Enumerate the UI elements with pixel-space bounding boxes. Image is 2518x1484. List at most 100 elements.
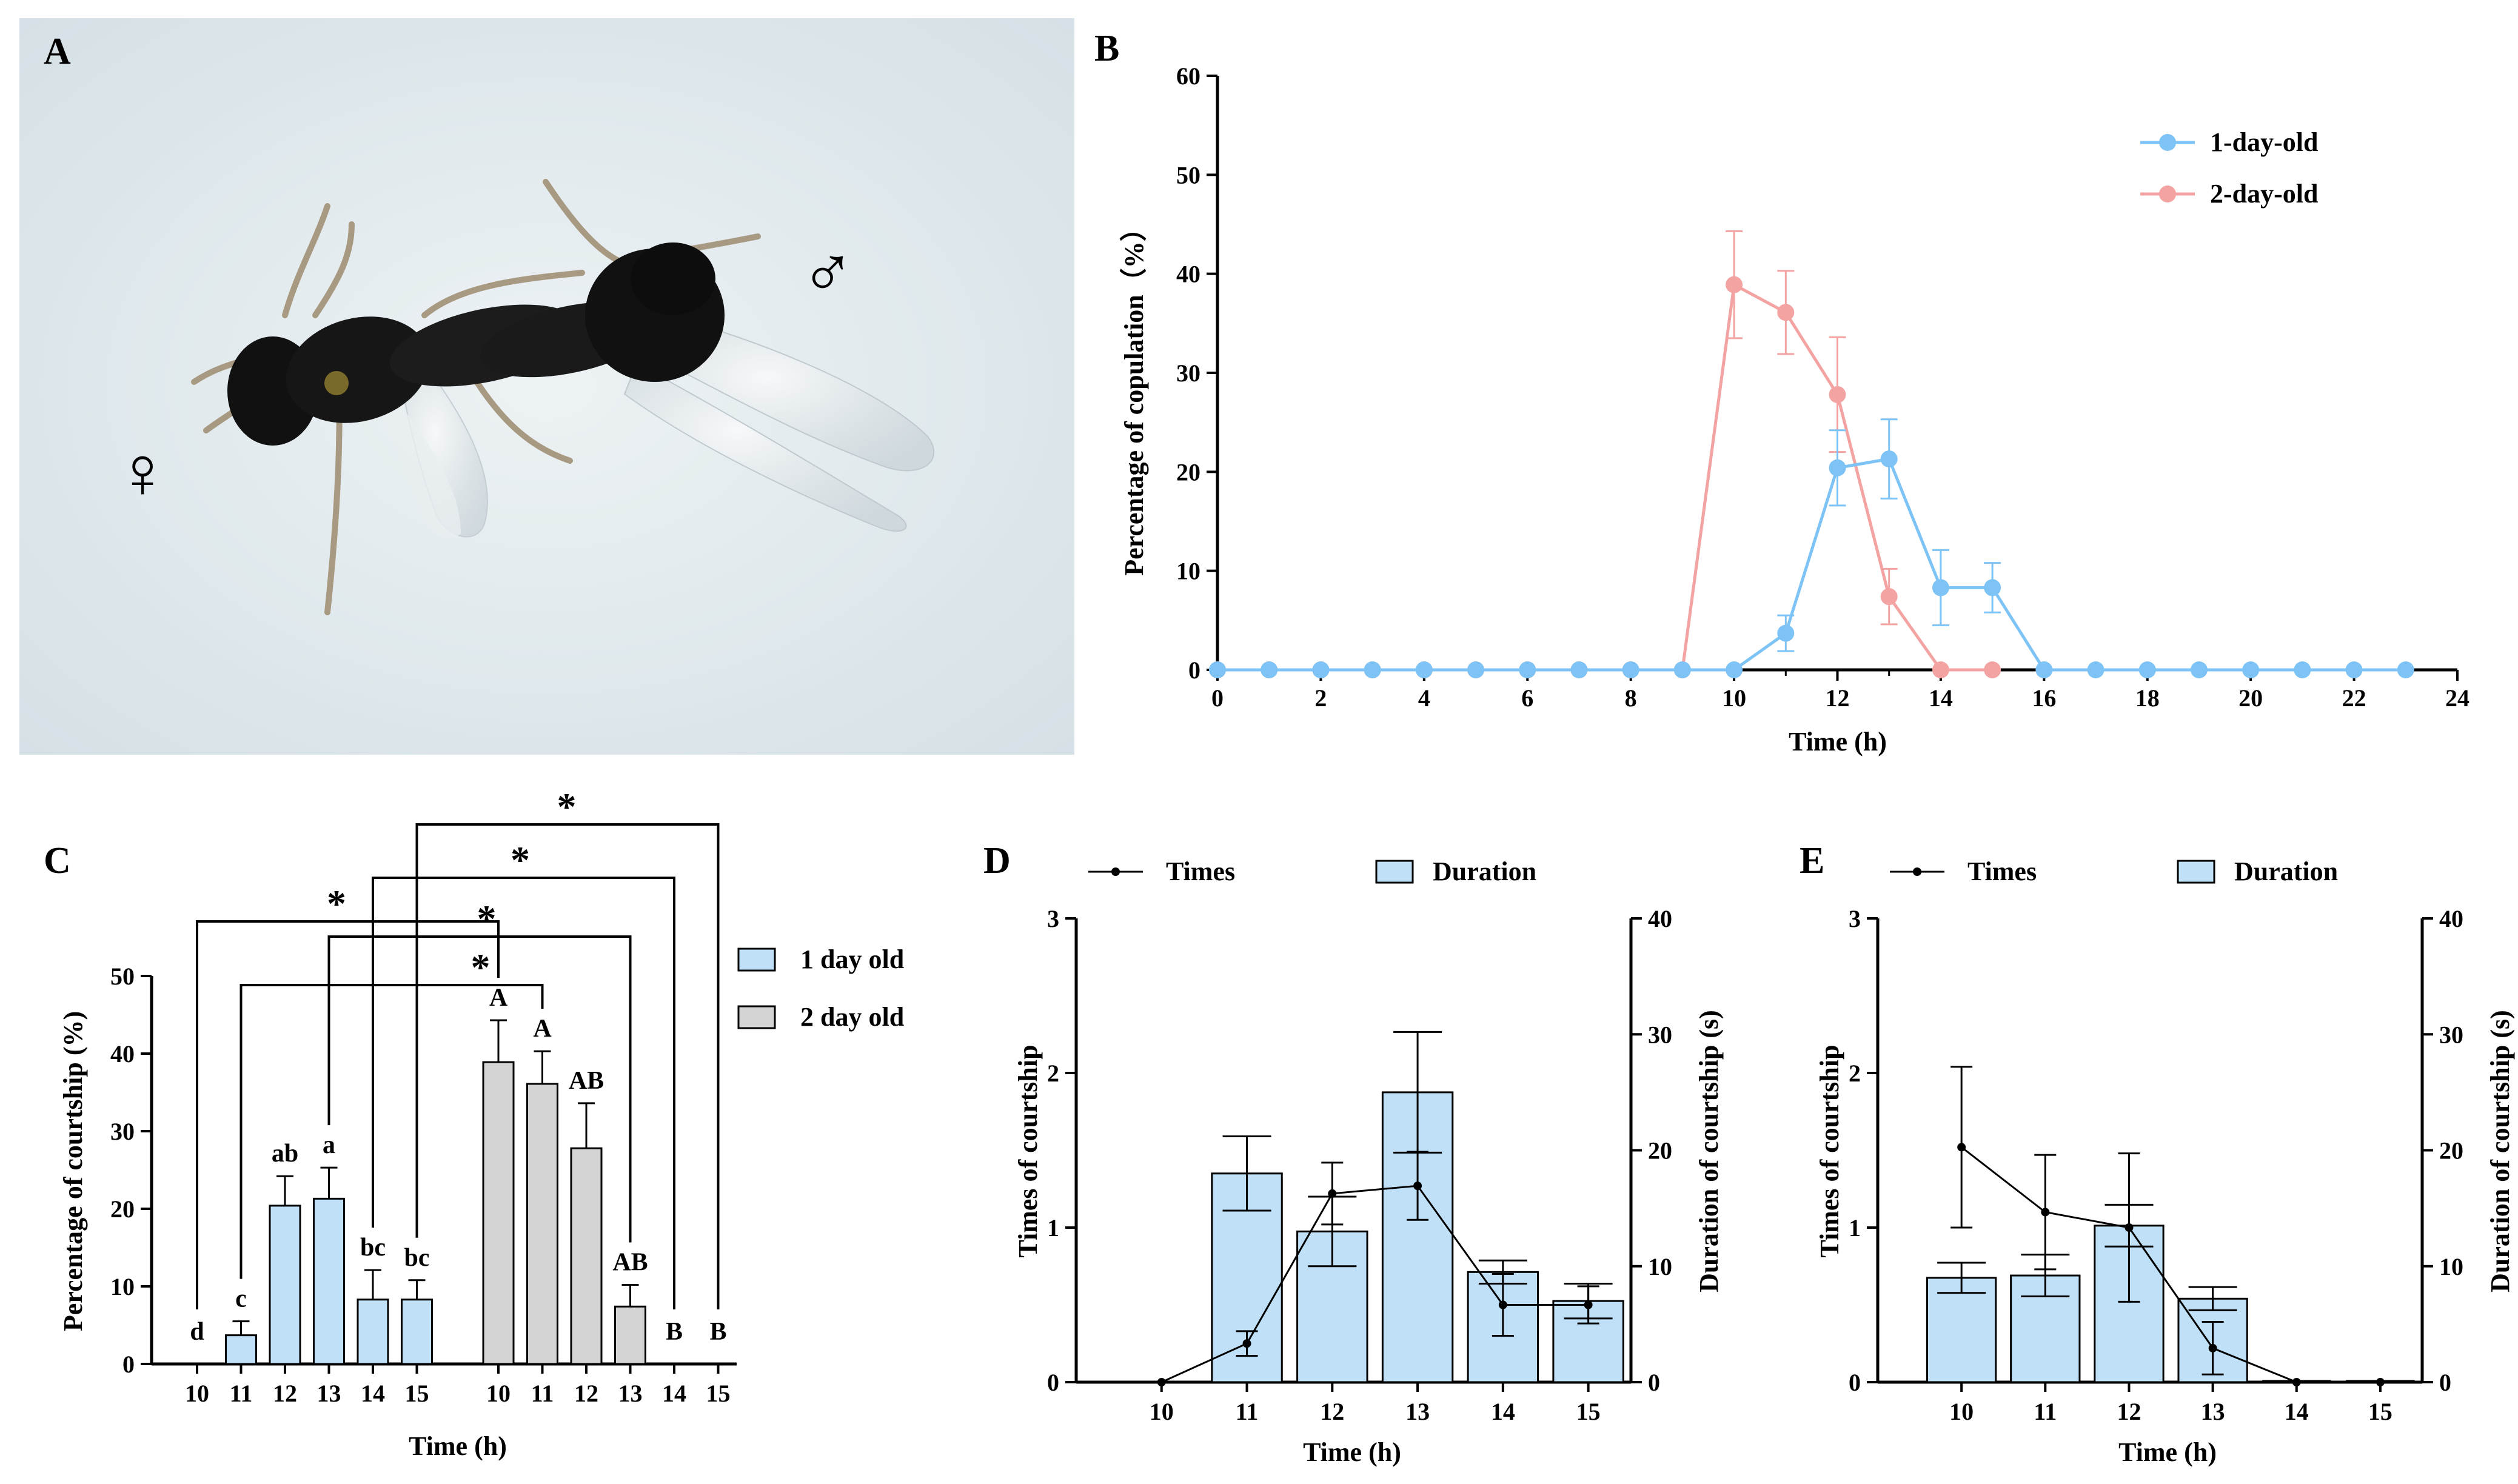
chart-d-ytick-left-label: 0 <box>1047 1369 1059 1396</box>
chart-d-ytick-right-label: 20 <box>1648 1137 1672 1165</box>
chart-e-times-point <box>1957 1143 1966 1152</box>
chart-c-sig-letter: B <box>666 1318 683 1346</box>
chart-d-ytick-left-label: 3 <box>1047 905 1059 932</box>
chart-b-point <box>2035 661 2053 678</box>
chart-e-ytick-left-label: 3 <box>1849 905 1861 932</box>
chart-c-comparison-bracket <box>239 984 544 1279</box>
chart-e-legend-duration-swatch <box>2177 860 2215 884</box>
chart-d-xtick-label: 15 <box>1576 1398 1601 1425</box>
chart-c-legend-label: 1 day old <box>800 944 904 974</box>
chart-c-legend-swatch <box>737 948 776 972</box>
chart-e-times-point <box>2376 1378 2385 1386</box>
male-symbol: ♂ <box>800 232 855 313</box>
chart-b-point <box>1984 661 2001 678</box>
chart-b-point <box>1364 661 1381 678</box>
male-wing-upper <box>654 314 935 472</box>
chart-b-xlabel: Time (h) <box>1789 727 1887 757</box>
chart-d-times-point <box>1584 1300 1593 1309</box>
chart-c-legend-label: 2 day old <box>800 1002 904 1032</box>
chart-b-point <box>1261 661 1278 678</box>
chart-b-xtick-label: 2 <box>1314 684 1327 712</box>
chart-d-xtick-label: 11 <box>1236 1398 1259 1425</box>
panel-c: C 0 10 20 30 40 50 d 10 c 11 ab 12 a 13 bc 14 bc 15 A 10 A 11… <box>44 785 904 1461</box>
male-head <box>631 242 715 315</box>
chart-d-ylabel-right: Duration of courtship (s) <box>1694 1010 1724 1292</box>
chart-c-bar <box>225 1334 257 1365</box>
chart-b-xtick-label: 6 <box>1521 684 1533 712</box>
chart-b-series-line <box>1217 282 1993 672</box>
chart-b-legend-marker <box>2159 186 2176 202</box>
chart-b-point <box>1829 386 1846 403</box>
chart-c-ytick-label: 20 <box>110 1195 135 1223</box>
chart-e-ytick-right-label: 40 <box>2439 905 2463 932</box>
chart-b-xtick-label: 18 <box>2135 684 2160 712</box>
chart-c-comparison-bracket <box>327 935 632 1243</box>
chart-b-point <box>2242 661 2260 678</box>
chart-e-ytick-left-label: 1 <box>1849 1214 1861 1242</box>
chart-b-ytick-label: 0 <box>1188 657 1200 684</box>
chart-b-ytick-label: 50 <box>1176 161 1200 189</box>
panel-b-letter: B <box>1094 28 1119 69</box>
chart-b-xtick-label: 8 <box>1625 684 1637 712</box>
chart-b-ytick-label: 10 <box>1176 558 1200 585</box>
chart-d-legend-duration-swatch <box>1375 860 1414 884</box>
chart-d-ytick-right-label: 30 <box>1648 1021 1672 1048</box>
chart-b-xtick-label: 14 <box>1929 684 1953 712</box>
chart-b-point <box>1622 661 1639 678</box>
chart-c-xtick-label: 13 <box>317 1380 341 1407</box>
chart-c-xtick-label: 10 <box>185 1380 209 1407</box>
chart-b-xtick-label: 24 <box>2445 684 2469 712</box>
chart-d-ytick-right-label: 10 <box>1648 1253 1672 1280</box>
chart-e-legend-times-marker <box>1913 867 1921 876</box>
chart-c-xtick-label: 14 <box>662 1380 686 1407</box>
chart-d-xlabel: Time (h) <box>1303 1437 1401 1467</box>
chart-c-sig-letter: AB <box>569 1067 604 1095</box>
chart-b-point <box>1673 661 1691 678</box>
chart-e-xtick-label: 10 <box>1949 1398 1974 1425</box>
chart-c-bar <box>614 1305 646 1365</box>
chart-b-legend-label: 2-day-old <box>2210 179 2318 209</box>
chart-b-point <box>1984 579 2001 597</box>
chart-d-ytick-left-label: 1 <box>1047 1214 1059 1242</box>
chart-e-xlabel: Time (h) <box>2118 1437 2217 1467</box>
chart-e-times-point <box>2208 1343 2217 1352</box>
chart-d-ylabel-left: Times of courtship <box>1013 1044 1043 1257</box>
chart-e-ylabel-right: Duration of courtship (s) <box>2485 1010 2515 1292</box>
chart-e-times-point <box>2292 1378 2301 1386</box>
chart-e-xtick-label: 15 <box>2368 1398 2392 1425</box>
chart-d-legend-times-marker <box>1111 867 1120 876</box>
chart-d-ytick-right-label: 0 <box>1648 1369 1660 1396</box>
chart-d-times-line <box>1161 1185 1589 1383</box>
chart-c-bar <box>269 1205 301 1365</box>
chart-b-xtick-label: 22 <box>2342 684 2366 712</box>
chart-b-legend-label: 1-day-old <box>2210 127 2318 157</box>
chart-c-ytick-label: 30 <box>110 1118 135 1145</box>
chart-c-comparison-star: * <box>557 785 577 828</box>
chart-c-ylabel: Percentage of courtship (%) <box>58 1011 88 1331</box>
chart-c-ytick-label: 0 <box>122 1351 135 1378</box>
chart-b-point <box>1726 661 1743 678</box>
chart-b-point <box>2397 661 2414 678</box>
chart-e-ytick-right-label: 10 <box>2439 1253 2463 1280</box>
panel-a-letter: A <box>44 31 71 72</box>
chart-b-ytick-label: 20 <box>1176 458 1200 486</box>
chart-e-ytick-right-label: 0 <box>2439 1369 2451 1396</box>
chart-e-times-point <box>2041 1208 2050 1217</box>
chart-c-xtick-label: 15 <box>405 1380 429 1407</box>
chart-c-comparison-star: * <box>327 882 346 925</box>
chart-d-xtick-label: 10 <box>1150 1398 1174 1425</box>
chart-c-comparison-star: * <box>471 946 491 989</box>
chart-c-sig-letter: a <box>323 1131 335 1159</box>
chart-e-ytick-right-label: 30 <box>2439 1021 2463 1048</box>
male-wing-lower <box>623 363 907 532</box>
wasp-photo <box>191 179 935 615</box>
chart-c-sig-letter: AB <box>612 1248 648 1276</box>
chart-b-point <box>1312 661 1330 678</box>
chart-b-xtick-label: 16 <box>2032 684 2056 712</box>
panel-e-letter: E <box>1800 840 1824 881</box>
